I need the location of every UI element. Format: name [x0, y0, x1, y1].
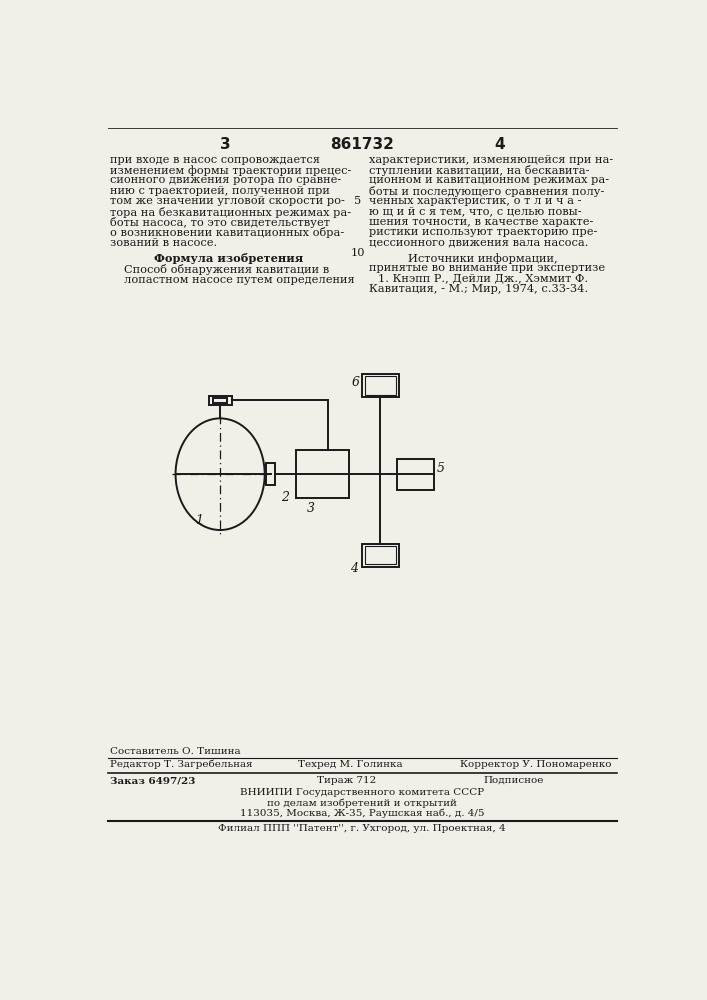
Bar [361, 374, 399, 397]
Text: ционном и кавитационном режимах ра-: ционном и кавитационном режимах ра- [369, 175, 609, 185]
Text: боты насоса, то это свидетельствует: боты насоса, то это свидетельствует [110, 217, 330, 228]
Text: 861732: 861732 [330, 137, 394, 152]
Text: ю щ и й с я тем, что, с целью повы-: ю щ и й с я тем, что, с целью повы- [369, 207, 582, 217]
Text: сионного движения ротора по сравне-: сионного движения ротора по сравне- [110, 175, 341, 185]
Text: ристики используют траекторию пре-: ристики используют траекторию пре- [369, 227, 597, 237]
Text: о возникновении кавитационных обра-: о возникновении кавитационных обра- [110, 227, 344, 238]
Bar [361, 544, 399, 567]
Text: Тираж 712: Тираж 712 [317, 776, 376, 785]
Text: Техред М. Голинка: Техред М. Голинка [298, 760, 402, 769]
Bar [213, 398, 227, 403]
Text: лопастном насосе путем определения: лопастном насосе путем определения [124, 275, 355, 285]
Bar [397, 459, 434, 490]
Text: 3: 3 [221, 137, 231, 152]
Text: характеристики, изменяющейся при на-: характеристики, изменяющейся при на- [369, 155, 613, 165]
Bar [267, 463, 275, 485]
Text: 5: 5 [437, 462, 445, 475]
Text: Подписное: Подписное [484, 776, 544, 785]
Text: Филиал ППП ''Патент'', г. Ухгород, ул. Проектная, 4: Филиал ППП ''Патент'', г. Ухгород, ул. П… [218, 824, 506, 833]
Text: принятые во внимание при экспертизе: принятые во внимание при экспертизе [369, 263, 605, 273]
Text: зований в насосе.: зований в насосе. [110, 238, 217, 248]
Text: 4: 4 [493, 137, 504, 152]
Text: Редактор Т. Загребельная: Редактор Т. Загребельная [110, 760, 252, 769]
Bar [209, 396, 232, 405]
Text: ченных характеристик, о т л и ч а -: ченных характеристик, о т л и ч а - [369, 196, 581, 206]
Text: Корректор У. Пономаренко: Корректор У. Пономаренко [460, 760, 612, 769]
Text: при входе в насос сопровождается: при входе в насос сопровождается [110, 155, 320, 165]
Bar [296, 450, 349, 498]
Text: ступлении кавитации, на бескавита-: ступлении кавитации, на бескавита- [369, 165, 590, 176]
Text: Формула изобретения: Формула изобретения [153, 253, 303, 264]
Text: 5: 5 [354, 196, 362, 206]
Text: шения точности, в качестве характе-: шения точности, в качестве характе- [369, 217, 593, 227]
Text: Кавитация, - М.; Мир, 1974, с.33-34.: Кавитация, - М.; Мир, 1974, с.33-34. [369, 284, 588, 294]
Text: 1. Кнэпп Р., Дейли Дж., Хэммит Ф.: 1. Кнэпп Р., Дейли Дж., Хэммит Ф. [378, 274, 588, 284]
Text: Источники информации,: Источники информации, [408, 253, 557, 264]
Text: 3: 3 [308, 502, 315, 515]
Text: 6: 6 [352, 376, 360, 389]
Text: 4: 4 [351, 562, 358, 575]
Text: по делам изобретений и открытий: по делам изобретений и открытий [267, 798, 457, 808]
Text: нию с траекторией, полученной при: нию с траекторией, полученной при [110, 186, 330, 196]
Text: 113035, Москва, Ж-35, Раушская наб., д. 4/5: 113035, Москва, Ж-35, Раушская наб., д. … [240, 808, 484, 818]
Text: ВНИИПИ Государственного комитета СССР: ВНИИПИ Государственного комитета СССР [240, 788, 484, 797]
Text: Заказ 6497/23: Заказ 6497/23 [110, 776, 195, 785]
Text: том же значении угловой скорости ро-: том же значении угловой скорости ро- [110, 196, 345, 206]
Text: 1: 1 [195, 514, 204, 527]
Text: цессионного движения вала насоса.: цессионного движения вала насоса. [369, 238, 588, 248]
Text: боты и последующего сравнения полу-: боты и последующего сравнения полу- [369, 186, 604, 197]
Text: тора на безкавитационных режимах ра-: тора на безкавитационных режимах ра- [110, 207, 351, 218]
Bar [365, 376, 396, 395]
Bar [365, 546, 396, 564]
Text: Составитель О. Тишина: Составитель О. Тишина [110, 747, 240, 756]
Text: Способ обнаружения кавитации в: Способ обнаружения кавитации в [124, 264, 329, 275]
Text: изменением формы траектории прецес-: изменением формы траектории прецес- [110, 165, 351, 176]
Text: 2: 2 [281, 491, 289, 504]
Text: 10: 10 [351, 248, 366, 258]
